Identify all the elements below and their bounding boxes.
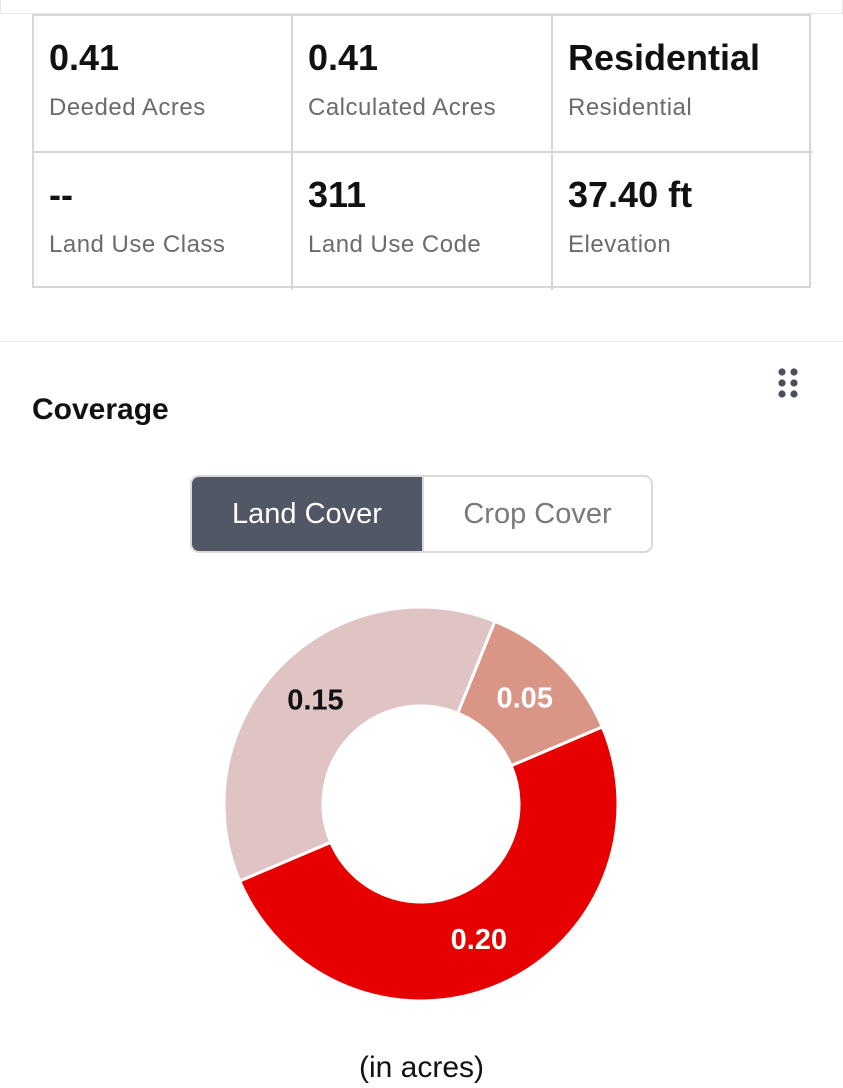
top-edge	[0, 0, 843, 14]
stat-calculated-acres: 0.41 Calculated Acres	[293, 16, 553, 153]
stat-zoning: Residential Residential	[553, 16, 813, 153]
stat-land-use-code: 311 Land Use Code	[293, 153, 553, 290]
stat-value: 311	[308, 174, 367, 215]
coverage-tabs: Land Cover Crop Cover	[190, 475, 653, 553]
stat-land-use-class: -- Land Use Class	[34, 153, 293, 290]
section-divider	[0, 341, 843, 342]
grid-dots-icon	[778, 368, 798, 398]
stat-elevation: 37.40 ft Elevation	[553, 153, 813, 290]
stat-label: Land Use Code	[308, 231, 482, 258]
land-cover-donut-chart: 0.05 0.20 0.15	[0, 560, 843, 1088]
stat-label: Elevation	[568, 231, 672, 258]
donut-slice-2[interactable]	[222, 605, 497, 883]
stat-label: Land Use Class	[49, 231, 226, 258]
parcel-stats-grid: 0.41 Deeded Acres 0.41 Calculated Acres …	[32, 14, 813, 290]
stat-label: Calculated Acres	[308, 94, 497, 121]
coverage-title: Coverage	[32, 393, 169, 426]
stat-value: 0.41	[308, 37, 379, 78]
donut-svg: 0.05 0.20 0.15	[222, 605, 620, 1003]
units-note: (in acres)	[358, 1051, 485, 1084]
stat-label: Residential	[568, 94, 693, 121]
donut-slice-label-2: 0.15	[287, 684, 343, 716]
donut-slice-label-0: 0.05	[497, 682, 553, 714]
tab-crop-cover[interactable]: Crop Cover	[422, 477, 651, 551]
tab-land-cover[interactable]: Land Cover	[192, 477, 422, 551]
stat-value: 0.41	[49, 37, 120, 78]
coverage-menu-button[interactable]	[772, 364, 804, 402]
donut-slice-label-1: 0.20	[451, 924, 507, 956]
stat-label: Deeded Acres	[49, 94, 206, 121]
stat-deeded-acres: 0.41 Deeded Acres	[34, 16, 293, 153]
stat-value: Residential	[568, 37, 761, 78]
stat-value: --	[49, 174, 73, 215]
stat-value: 37.40 ft	[568, 174, 693, 215]
donut-slice-1[interactable]	[237, 725, 620, 1003]
